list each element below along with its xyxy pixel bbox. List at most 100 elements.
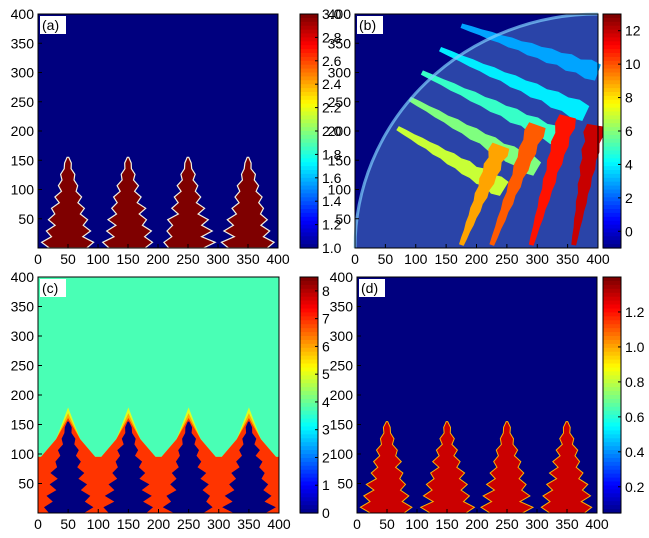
colorbar-segment bbox=[603, 292, 621, 298]
colorbar-segment bbox=[300, 236, 318, 241]
y-tick-label: 50 bbox=[18, 211, 34, 227]
colorbar-segment bbox=[300, 328, 318, 333]
y-tick-label: 300 bbox=[328, 65, 352, 81]
x-tick-label: 150 bbox=[434, 251, 458, 267]
y-tick-label: 100 bbox=[328, 182, 352, 198]
colorbar-tick-label: 6 bbox=[322, 338, 330, 354]
colorbar-segment bbox=[300, 244, 318, 249]
colorbar-segment bbox=[300, 465, 318, 471]
colorbar-segment bbox=[300, 367, 318, 372]
x-tick-label: 400 bbox=[586, 251, 610, 267]
colorbar-segment bbox=[603, 45, 621, 50]
colorbar-segment bbox=[603, 367, 621, 372]
colorbar-segment bbox=[300, 119, 318, 124]
colorbar-segment bbox=[300, 284, 318, 290]
colorbar-segment bbox=[300, 103, 318, 109]
colorbar-segment bbox=[603, 158, 621, 163]
x-tick-label: 0 bbox=[34, 516, 42, 532]
colorbar-segment bbox=[300, 296, 318, 302]
y-tick-label: 100 bbox=[330, 446, 354, 462]
x-tick-label: 200 bbox=[147, 516, 171, 532]
colorbar-segment bbox=[603, 422, 621, 428]
colorbar-segment bbox=[603, 103, 621, 109]
colorbar-segment bbox=[300, 111, 318, 116]
colorbar-segment bbox=[603, 201, 621, 206]
colorbar-segment bbox=[603, 457, 621, 463]
x-tick-label: 200 bbox=[146, 251, 170, 267]
panel-c: 0 50 100 150 200 250 300 350 4005010015020025030… bbox=[11, 269, 330, 532]
colorbar-segment bbox=[300, 181, 318, 187]
colorbar-tick-label: 6 bbox=[625, 123, 633, 139]
colorbar-segment bbox=[603, 387, 621, 392]
colorbar-segment bbox=[603, 493, 621, 498]
colorbar-segment bbox=[603, 379, 621, 384]
x-tick-label: 300 bbox=[206, 251, 230, 267]
x-tick-label: 100 bbox=[87, 516, 111, 532]
colorbar-segment bbox=[603, 426, 621, 431]
colorbar-segment bbox=[603, 371, 621, 376]
colorbar-segment bbox=[300, 60, 318, 66]
colorbar-segment bbox=[603, 438, 621, 443]
colorbar-segment bbox=[300, 146, 318, 152]
colorbar-segment bbox=[603, 173, 621, 179]
colorbar-tick-label: 0.6 bbox=[625, 409, 645, 425]
colorbar-segment bbox=[603, 37, 621, 42]
colorbar-tick-label: 1.2 bbox=[625, 304, 645, 320]
colorbar-segment bbox=[300, 473, 318, 479]
colorbar-tick-label: 0.8 bbox=[625, 374, 645, 390]
colorbar-segment bbox=[603, 162, 621, 167]
colorbar-segment bbox=[300, 332, 318, 337]
panel-label: (b) bbox=[359, 17, 376, 33]
colorbar-segment bbox=[300, 224, 318, 230]
colorbar-segment bbox=[300, 170, 318, 175]
colorbar-segment bbox=[603, 284, 621, 290]
colorbar: 1.0 1.2 1.4 1.6 1.8 2.0 2.2 2.4 2.6 2.8 3.0 bbox=[299, 6, 342, 256]
colorbar-segment bbox=[300, 509, 318, 514]
colorbar-segment bbox=[603, 189, 621, 194]
colorbar-segment bbox=[603, 123, 621, 128]
x-tick-label: 350 bbox=[237, 516, 261, 532]
colorbar-segment bbox=[603, 383, 621, 388]
colorbar-segment bbox=[300, 209, 318, 214]
colorbar-segment bbox=[603, 406, 621, 412]
colorbar-segment bbox=[300, 481, 318, 487]
colorbar-segment bbox=[300, 324, 318, 329]
fern-frond bbox=[460, 23, 601, 81]
colorbar-segment bbox=[300, 193, 318, 198]
colorbar-segment bbox=[603, 64, 621, 70]
colorbar-segment bbox=[300, 391, 318, 396]
panel-a: 0 50 100 150 200 250 300 350 400 50 100 150 200 250 30… bbox=[11, 6, 342, 267]
colorbar-tick-label: 8 bbox=[322, 283, 330, 299]
colorbar-segment bbox=[603, 232, 621, 237]
x-tick-label: 350 bbox=[555, 516, 579, 532]
colorbar-segment bbox=[300, 17, 318, 23]
y-tick-label: 400 bbox=[11, 6, 35, 22]
colorbar-segment bbox=[603, 343, 621, 349]
colorbar-segment bbox=[603, 154, 621, 159]
colorbar-segment bbox=[300, 422, 318, 428]
colorbar-segment bbox=[300, 76, 318, 81]
colorbar-tick-label: 10 bbox=[625, 56, 641, 72]
colorbar-segment bbox=[603, 446, 621, 451]
x-tick-label: 50 bbox=[379, 516, 395, 532]
colorbar-segment bbox=[300, 320, 318, 325]
colorbar-segment bbox=[603, 33, 621, 38]
colorbar-segment bbox=[300, 359, 318, 365]
colorbar-tick-label: 1.4 bbox=[322, 193, 342, 209]
colorbar-segment bbox=[300, 68, 318, 74]
y-tick-label: 200 bbox=[11, 387, 35, 403]
colorbar-segment bbox=[603, 25, 621, 31]
colorbar-tick-label: 0.2 bbox=[625, 479, 645, 495]
colorbar-segment bbox=[603, 99, 621, 105]
colorbar-segment bbox=[300, 127, 318, 132]
colorbar-segment bbox=[603, 80, 621, 85]
colorbar-segment bbox=[300, 131, 318, 136]
x-tick-label: 150 bbox=[116, 251, 140, 267]
colorbar-tick-label: 1 bbox=[322, 477, 330, 493]
colorbar-segment bbox=[603, 465, 621, 471]
colorbar-segment bbox=[603, 146, 621, 152]
colorbar-segment bbox=[603, 244, 621, 249]
colorbar-segment bbox=[300, 84, 318, 89]
colorbar-segment bbox=[603, 280, 621, 286]
